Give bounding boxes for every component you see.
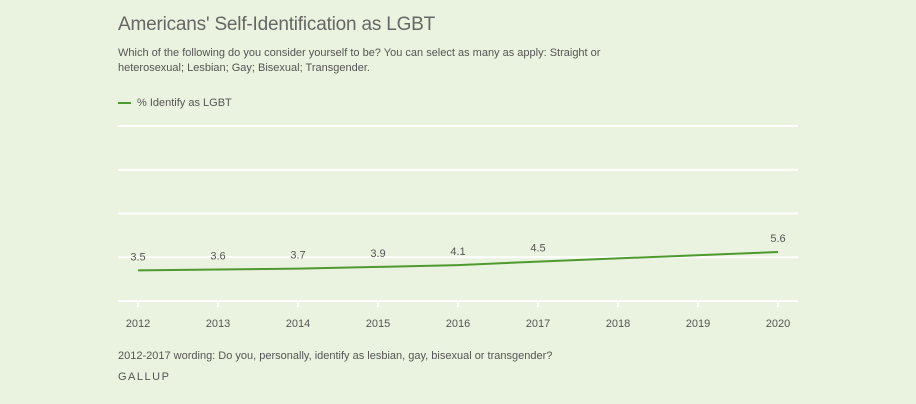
chart-subtitle: Which of the following do you consider y… <box>118 47 601 74</box>
data-label: 3.9 <box>370 248 385 260</box>
data-label: 4.5 <box>530 243 545 255</box>
x-tick-label: 2020 <box>766 318 790 330</box>
legend-swatch <box>118 102 131 104</box>
x-tick-label: 2012 <box>126 318 150 330</box>
x-tick-label: 2016 <box>446 318 470 330</box>
data-label: 5.6 <box>770 233 785 245</box>
data-label: 3.6 <box>210 251 225 263</box>
x-tick-label: 2014 <box>286 318 310 330</box>
data-label: 3.7 <box>290 250 305 262</box>
legend: % Identify as LGBT <box>118 97 232 109</box>
footnote: 2012-2017 wording: Do you, personally, i… <box>118 350 553 362</box>
x-tick-label: 2015 <box>366 318 390 330</box>
legend-label: % Identify as LGBT <box>137 97 232 109</box>
x-tick-label: 2018 <box>606 318 630 330</box>
source-label: GALLUP <box>118 371 171 383</box>
data-label: 4.1 <box>450 246 465 258</box>
chart-title: Americans' Self-Identification as LGBT <box>118 14 436 35</box>
x-tick-label: 2017 <box>526 318 550 330</box>
x-tick-label: 2019 <box>686 318 710 330</box>
x-tick-label: 2013 <box>206 318 230 330</box>
data-label: 3.5 <box>130 251 145 263</box>
